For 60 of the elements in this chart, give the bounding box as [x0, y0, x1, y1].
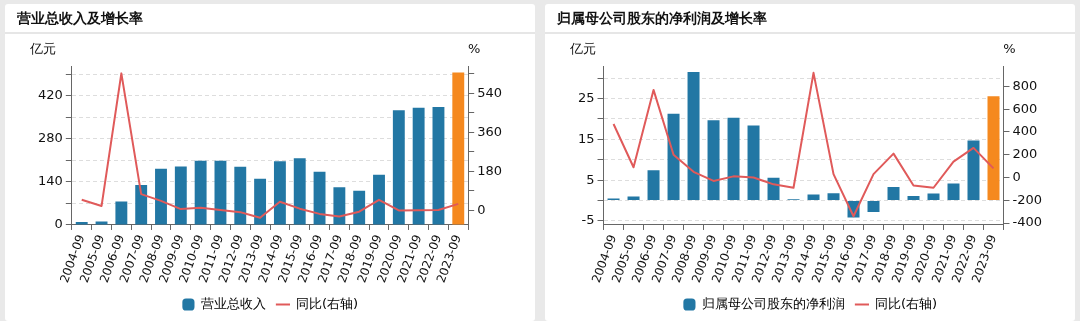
- y-tick-label: 5: [586, 171, 595, 187]
- bar: [907, 196, 920, 201]
- legend-label: 同比(右轴): [295, 295, 359, 311]
- bar: [707, 120, 720, 201]
- bar: [987, 96, 1000, 201]
- y2-tick-label: 200: [1012, 146, 1038, 162]
- y2-axis-title: %: [1003, 40, 1016, 56]
- bar: [194, 160, 207, 225]
- y2-tick-label: 360: [477, 123, 503, 139]
- bar: [687, 72, 700, 201]
- bar: [273, 161, 286, 225]
- bar: [392, 110, 405, 225]
- legend-label: 同比(右轴): [874, 295, 938, 311]
- y2-tick-label: 0: [477, 201, 486, 217]
- bar: [174, 166, 187, 225]
- y-tick-label: 25: [578, 89, 595, 105]
- y-axis-title: 亿元: [569, 40, 596, 56]
- bar: [627, 196, 640, 201]
- y-tick-label: 0: [54, 216, 63, 232]
- bar: [452, 72, 465, 225]
- bar: [353, 190, 366, 225]
- y-tick-label: 420: [37, 87, 63, 103]
- bar: [827, 193, 840, 201]
- bar: [412, 107, 425, 225]
- bar: [747, 125, 760, 201]
- y2-tick-label: 180: [477, 162, 503, 178]
- bar: [947, 183, 960, 201]
- y-tick-label: 15: [578, 130, 595, 146]
- y2-tick-label: -200: [1012, 191, 1043, 207]
- bar: [293, 158, 306, 225]
- bar: [667, 113, 680, 201]
- y2-tick-label: 800: [1012, 77, 1038, 93]
- bar: [234, 166, 247, 225]
- y-axis-title: 亿元: [29, 40, 56, 56]
- chart-title: 营业总收入及增长率: [5, 4, 535, 34]
- y2-tick-label: 540: [477, 84, 503, 100]
- y-tick-label: -5: [581, 212, 595, 228]
- y-tick-label: 280: [37, 130, 63, 146]
- bar: [333, 187, 346, 225]
- legend-label: 归属母公司股东的净利润: [702, 295, 846, 311]
- bar: [373, 174, 385, 225]
- chart-title: 归属母公司股东的净利润及增长率: [545, 4, 1075, 34]
- y2-tick-label: 0: [1012, 168, 1021, 184]
- bar: [155, 168, 167, 225]
- bar: [807, 194, 820, 201]
- bar: [727, 117, 740, 201]
- y2-tick-label: 600: [1012, 100, 1038, 116]
- y2-tick-label: 400: [1012, 123, 1038, 139]
- bar: [135, 184, 148, 225]
- bar: [927, 193, 940, 201]
- bar: [115, 201, 128, 225]
- bar: [254, 178, 267, 225]
- bar: [647, 170, 660, 201]
- y2-tick-label: -400: [1012, 214, 1043, 230]
- bar: [432, 106, 445, 225]
- y-tick-label: 140: [37, 173, 63, 189]
- bar: [887, 187, 900, 201]
- bar: [867, 201, 880, 212]
- legend-label: 营业总收入: [201, 295, 267, 311]
- y2-axis-title: %: [468, 40, 481, 56]
